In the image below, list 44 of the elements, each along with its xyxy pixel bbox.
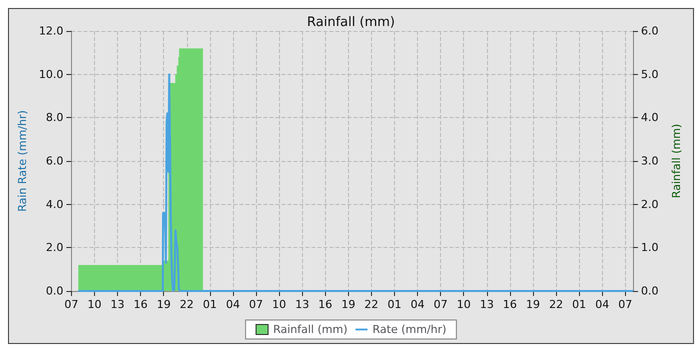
y-tick-label: 10.0 (38, 68, 64, 81)
legend-label: Rate (mm/hr) (372, 323, 446, 336)
y2-tick-label: 3.0 (641, 154, 658, 168)
x-tick-label: 04 (226, 298, 240, 311)
y-tick-label: 8.0 (46, 111, 64, 124)
y2-tick-label: 0.0 (641, 284, 658, 298)
x-tick-label: 10 (87, 298, 102, 311)
x-tick-label: 07 (618, 298, 632, 311)
y2-tick-label: 1.0 (641, 241, 658, 254)
legend-label: Rainfall (mm) (273, 323, 348, 336)
x-tick-label: 10 (272, 298, 286, 311)
x-tick-label: 13 (110, 298, 125, 311)
x-tick-label: 04 (595, 298, 610, 311)
y2-tick-label: 2.0 (641, 198, 658, 211)
y-tick-label: 2.0 (46, 241, 64, 254)
x-tick-label: 19 (156, 298, 171, 311)
x-tick-label: 13 (295, 298, 310, 311)
y2-tick-label: 6.0 (641, 24, 658, 38)
x-tick-label: 01 (572, 298, 586, 311)
y-tick-label: 6.0 (46, 154, 64, 168)
x-tick-label: 22 (180, 298, 194, 311)
y-tick-label: 0.0 (46, 284, 64, 298)
x-tick-label: 19 (341, 298, 356, 311)
x-tick-label: 16 (502, 298, 517, 311)
x-tick-label: 07 (434, 298, 448, 311)
x-tick-label: 04 (410, 298, 425, 311)
x-tick-label: 22 (549, 298, 564, 311)
y2-tick-label: 5.0 (641, 68, 658, 81)
x-tick-label: 07 (249, 298, 264, 311)
x-tick-label: 01 (202, 298, 217, 311)
x-tick-label: 16 (134, 298, 148, 311)
x-tick-label: 10 (456, 298, 471, 311)
y-axis-title: Rain Rate (mm/hr) (16, 110, 29, 212)
x-tick-label: 01 (388, 298, 402, 311)
x-tick-label: 16 (318, 298, 332, 311)
y-tick-label: 12.0 (38, 24, 64, 38)
x-tick-label: 07 (64, 298, 78, 311)
chart-title: Rainfall (mm) (307, 15, 395, 30)
x-tick-label: 22 (364, 298, 378, 311)
y2-axis-title: Rainfall (mm) (670, 124, 683, 198)
y2-tick-label: 4.0 (641, 111, 658, 124)
y-tick-label: 4.0 (46, 198, 64, 211)
x-tick-label: 19 (526, 298, 540, 311)
x-tick-label: 13 (480, 298, 494, 311)
